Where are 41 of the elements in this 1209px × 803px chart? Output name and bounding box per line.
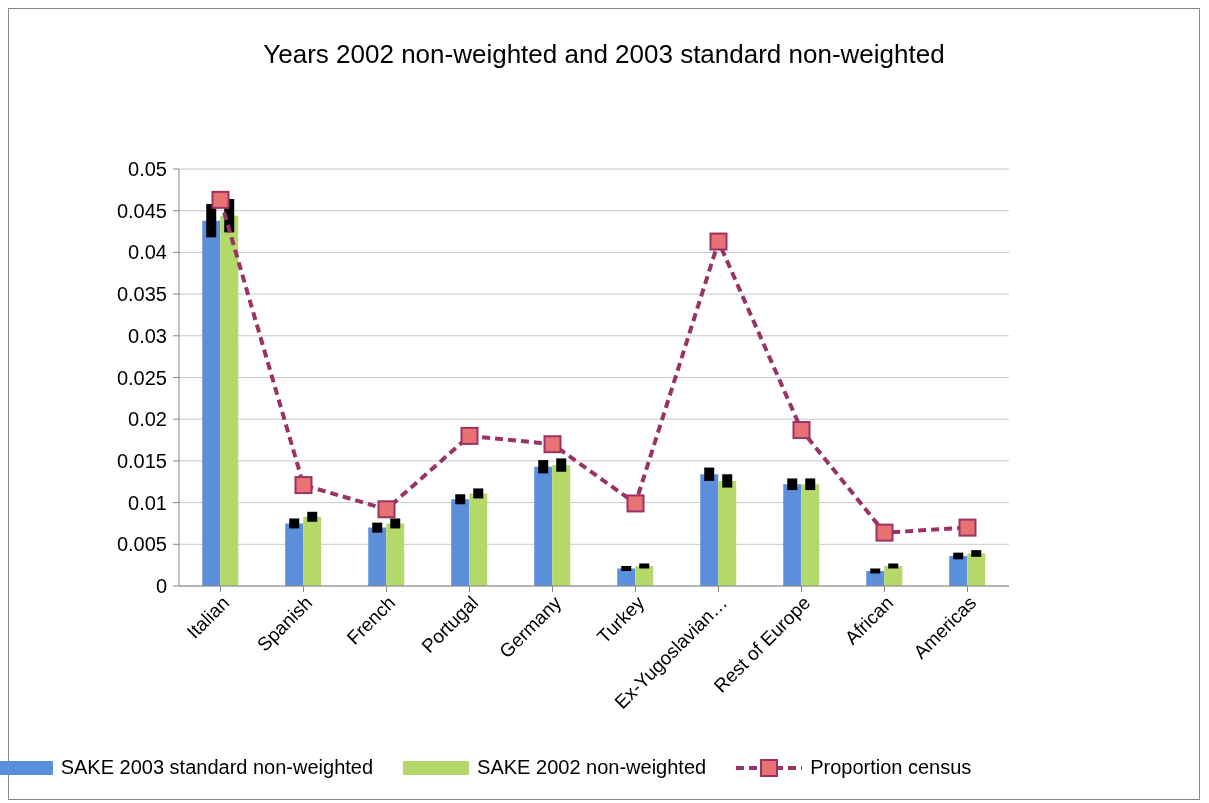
y-tick-label: 0.035 [116, 283, 167, 306]
point [543, 435, 562, 454]
point [958, 518, 977, 537]
bar [220, 215, 239, 586]
bar [451, 499, 470, 586]
bar [368, 527, 387, 586]
y-tick-label: 0.04 [128, 241, 167, 264]
y-tick-label: 0.015 [116, 449, 167, 472]
bar [949, 555, 968, 586]
bar [718, 480, 737, 586]
y-tick-label: 0 [155, 575, 167, 597]
bar [783, 484, 802, 586]
bar [534, 466, 553, 586]
y-tick-label: 0.025 [116, 366, 167, 389]
point [875, 523, 894, 542]
y-tick-label: 0.03 [128, 324, 167, 347]
chart-title: Years 2002 non-weighted and 2003 standard non-weighted [262, 39, 946, 70]
bar [700, 474, 719, 586]
bar [285, 523, 304, 586]
legend-label: SAKE 2002 non-weighted [477, 756, 707, 779]
y-tick-label: 0.01 [128, 491, 167, 514]
point [377, 500, 396, 519]
bar [469, 493, 488, 586]
point [709, 232, 728, 251]
point [294, 476, 313, 495]
bar [801, 484, 820, 586]
y-tick-label: 0.045 [116, 199, 167, 222]
y-tick-label: 0.05 [128, 158, 167, 180]
legend-label: Proportion census [810, 756, 972, 779]
y-tick-label: 0.02 [128, 408, 167, 431]
point [211, 190, 230, 209]
bar [303, 516, 322, 586]
bar [552, 465, 571, 586]
bar [967, 553, 986, 586]
point [460, 426, 479, 445]
bar [386, 523, 405, 586]
point [626, 494, 645, 513]
y-tick-label: 0.005 [116, 533, 167, 556]
bar [202, 220, 221, 586]
point [792, 421, 811, 440]
legend-label: SAKE 2003 standard non-weighted [60, 756, 374, 779]
